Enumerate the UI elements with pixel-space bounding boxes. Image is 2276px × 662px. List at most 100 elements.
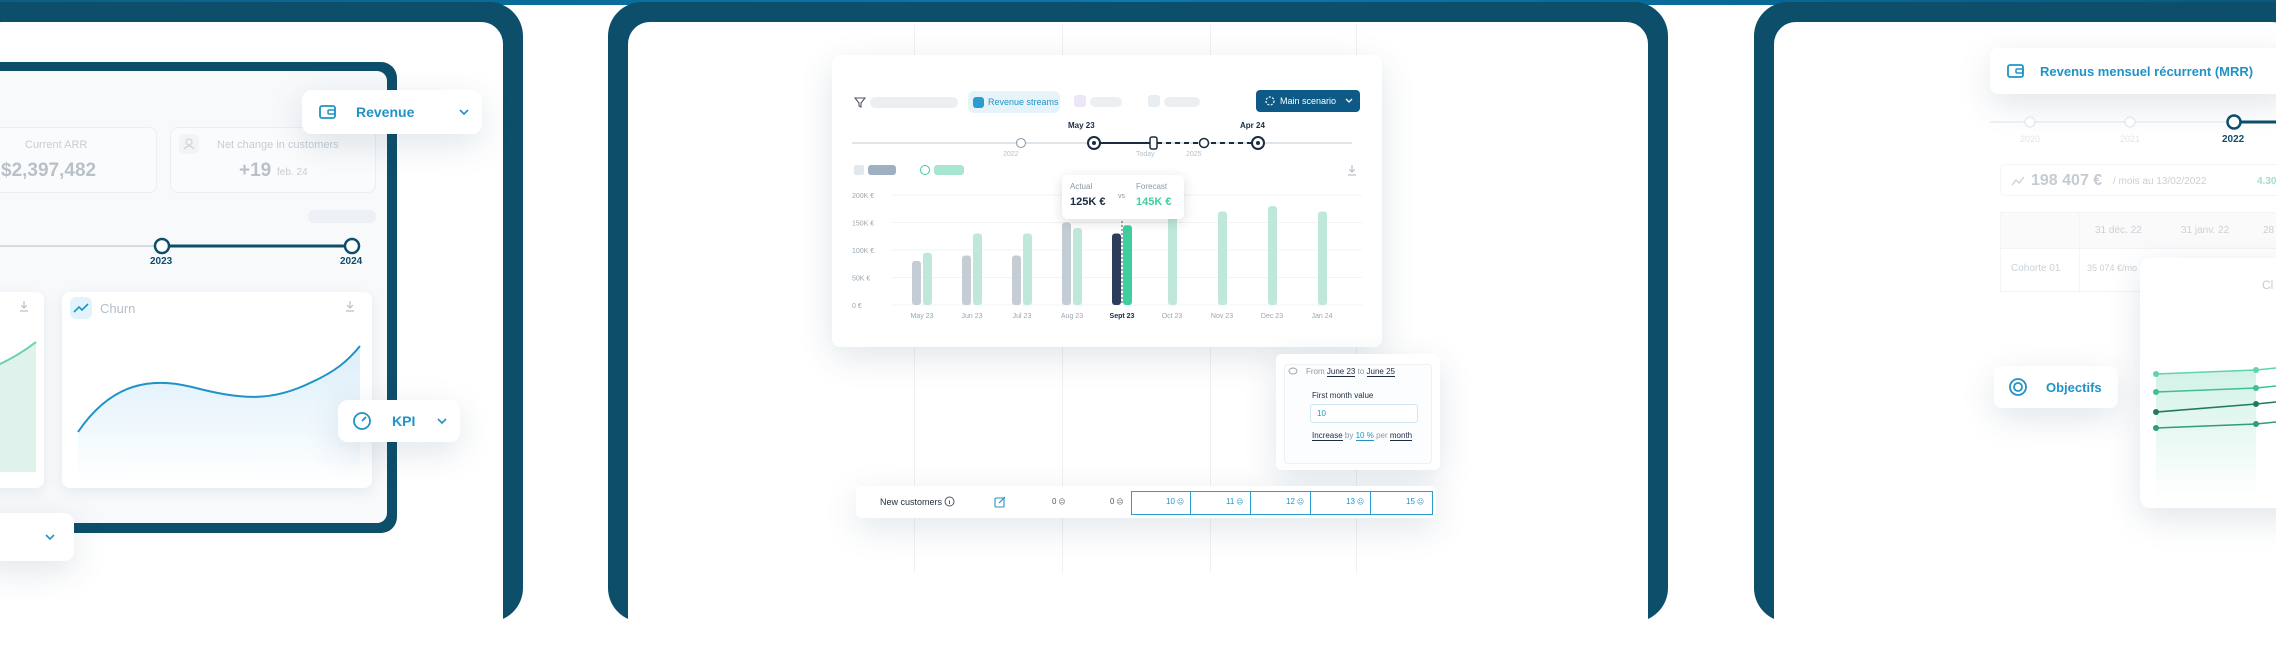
- forecast-bar[interactable]: [1073, 228, 1082, 305]
- per-value[interactable]: month: [1389, 431, 1413, 441]
- actual-bar[interactable]: [1112, 233, 1121, 306]
- new-customers-cell[interactable]: 11 ☹: [1226, 497, 1244, 506]
- forecast-bar[interactable]: [1023, 233, 1032, 306]
- filter-icon[interactable]: [854, 96, 866, 108]
- new-customers-value: 11: [1226, 497, 1235, 506]
- table-cell: 35 074 €/mo: [2087, 263, 2138, 273]
- right-timeline[interactable]: [1990, 108, 2276, 148]
- new-customers-value: 15: [1406, 497, 1415, 506]
- person-icon: ☹: [1294, 499, 1305, 506]
- actual-bar[interactable]: [962, 255, 971, 306]
- tooltip-forecast-label: Forecast: [1136, 182, 1168, 191]
- chevron-down-icon: [458, 106, 470, 118]
- download-icon[interactable]: [1346, 164, 1358, 176]
- new-customers-cell[interactable]: 10 ☹: [1166, 497, 1184, 506]
- new-customers-cell[interactable]: 13 ☹: [1346, 497, 1364, 506]
- mrr-change: 4.30: [2257, 176, 2276, 187]
- first-month-value: 10: [1317, 409, 1326, 418]
- revenue-dropdown-label: Revenue: [356, 104, 415, 120]
- person-icon: ☹: [1354, 499, 1365, 506]
- right-timeline-label-2: 2022: [2222, 134, 2245, 145]
- churn-title: Churn: [100, 301, 136, 316]
- people-icon[interactable]: [1074, 95, 1086, 107]
- chevron-down-icon: [44, 531, 56, 543]
- placeholder-bar: [1090, 97, 1122, 107]
- churn-line-chart: [77, 345, 361, 482]
- tab-revenue-streams[interactable]: Revenue streams: [968, 91, 1060, 113]
- new-customers-cell[interactable]: 15 ☹: [1406, 497, 1424, 506]
- range-to-value[interactable]: June 25: [1366, 367, 1395, 377]
- objectifs-label: Objectifs: [2046, 380, 2102, 395]
- placeholder-bar: [870, 97, 958, 108]
- actual-bar[interactable]: [912, 261, 921, 305]
- mrr-value: 198 407 €: [2031, 172, 2103, 189]
- image-icon[interactable]: [1148, 95, 1160, 107]
- new-customers-cell[interactable]: 12 ☹: [1286, 497, 1304, 506]
- current-arr-value: $2,397,482: [1, 160, 97, 181]
- info-icon[interactable]: [944, 496, 955, 507]
- y-tick-label: 100K €: [852, 248, 874, 255]
- cell-divider: [1310, 491, 1311, 515]
- download-icon[interactable]: [344, 300, 356, 312]
- tooltip-vs: vs: [1118, 193, 1125, 200]
- cohort-table: 31 déc. 22 31 janv. 22 28 fe Cohorte 01 …: [2000, 212, 2276, 293]
- actual-legend-icon: [854, 165, 864, 175]
- y-tick-label: 200K €: [852, 193, 874, 200]
- range-from-value[interactable]: June 23: [1326, 367, 1356, 377]
- main-scenario-button[interactable]: Main scenario: [1256, 90, 1360, 112]
- net-change-value: +19: [239, 160, 272, 181]
- first-month-input[interactable]: 10: [1310, 404, 1418, 423]
- left-chart-card: [0, 292, 44, 488]
- actual-bar[interactable]: [1062, 222, 1071, 306]
- timeline-start-label: 2023: [150, 256, 173, 267]
- actual-bar[interactable]: [1012, 255, 1021, 306]
- gauge-icon: [352, 411, 372, 431]
- y-tick-label: 150K €: [852, 221, 874, 228]
- y-tick-label: 0 €: [852, 303, 862, 310]
- tooltip-actual-label: Actual: [1070, 182, 1093, 191]
- cell-divider: [1370, 491, 1371, 515]
- objectifs-button[interactable]: Objectifs: [1994, 366, 2118, 408]
- x-tick-label: Nov 23: [1211, 313, 1233, 320]
- left-bottom-dropdown[interactable]: [0, 513, 74, 561]
- revenue-dropdown[interactable]: Revenue: [302, 90, 482, 134]
- forecast-bar[interactable]: [1318, 211, 1327, 306]
- kpi-dropdown-label: KPI: [392, 413, 416, 429]
- forecast-bar[interactable]: [1123, 225, 1132, 305]
- increase-label[interactable]: Increase: [1312, 431, 1343, 441]
- chevron-down-icon: [1344, 96, 1354, 106]
- increase-value[interactable]: 10 %: [1355, 431, 1374, 441]
- person-icon: ☹: [1056, 499, 1066, 506]
- wallet-icon: [318, 102, 338, 122]
- table-row-label: Cohorte 01: [2011, 263, 2061, 274]
- timeline-label: 2022: [1003, 151, 1019, 158]
- person-icon: ☹: [1174, 499, 1185, 506]
- x-tick-label: Sept 23: [1110, 313, 1135, 320]
- tooltip-actual-value: 125K €: [1070, 196, 1106, 208]
- mrr-value-suffix: / mois au 13/02/2022: [2113, 176, 2207, 187]
- timeline-label: May 23: [1068, 121, 1095, 130]
- range-timeline[interactable]: [852, 119, 1362, 169]
- forecast-bar[interactable]: [923, 252, 932, 305]
- forecast-bar[interactable]: [1268, 206, 1277, 305]
- trend-icon: [70, 297, 92, 319]
- new-customers-cell: 0 ☹: [1052, 497, 1066, 506]
- edit-icon[interactable]: [994, 496, 1006, 508]
- person-icon: ☹: [1414, 499, 1425, 506]
- x-tick-label: Jun 23: [961, 313, 982, 320]
- forecast-bar[interactable]: [1168, 211, 1177, 306]
- forecast-bar[interactable]: [1218, 211, 1227, 306]
- new-customers-value: 10: [1166, 497, 1175, 506]
- new-customers-value: 13: [1346, 497, 1355, 506]
- timeline-end-label: 2024: [340, 256, 363, 267]
- forecast-bar[interactable]: [973, 233, 982, 306]
- range-from-label: From: [1306, 367, 1325, 376]
- revenue-bar-chart: 200K € 150K € 100K € 50K € 0 € May 23 Jun 23 Ju…: [852, 185, 1362, 320]
- new-customers-value: 0: [1110, 497, 1115, 506]
- left-timeline[interactable]: [0, 236, 380, 266]
- main-scenario-label: Main scenario: [1280, 96, 1337, 106]
- churn-card: Churn: [62, 292, 372, 488]
- mrr-value-row: 198 407 € / mois au 13/02/2022 4.30: [2000, 164, 2276, 196]
- download-icon[interactable]: [18, 300, 30, 312]
- kpi-dropdown[interactable]: KPI: [338, 400, 460, 442]
